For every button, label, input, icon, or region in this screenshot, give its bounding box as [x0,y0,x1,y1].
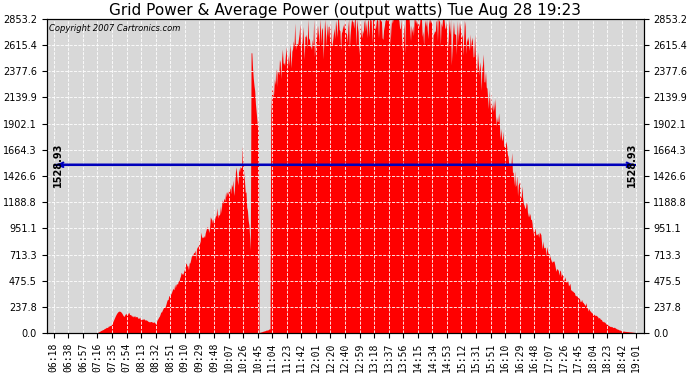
Text: 1528.93: 1528.93 [627,142,637,187]
Text: Copyright 2007 Cartronics.com: Copyright 2007 Cartronics.com [50,24,181,33]
Title: Grid Power & Average Power (output watts) Tue Aug 28 19:23: Grid Power & Average Power (output watts… [109,3,581,18]
Text: 1528.93: 1528.93 [53,142,63,187]
